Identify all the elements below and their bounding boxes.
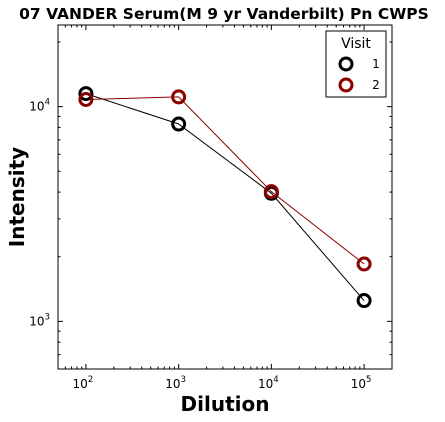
y-tick-labels: 103 104 (29, 98, 50, 329)
legend-label-2: 2 (372, 78, 380, 92)
legend: Visit 12 (325, 30, 387, 98)
data-point-series-1 (171, 116, 187, 132)
data-point-series-1 (356, 293, 372, 309)
data-point-series-2 (78, 91, 94, 107)
data-point-series-2 (171, 89, 187, 105)
x-tick-label: 104 (258, 375, 279, 391)
series-lines (85, 93, 365, 301)
series-line-2 (85, 96, 365, 265)
legend-label-1: 1 (372, 57, 380, 71)
x-tick-label: 103 (165, 375, 186, 391)
data-point-series-2 (356, 256, 372, 272)
y-tick-label: 104 (29, 98, 50, 114)
legend-box (325, 30, 387, 98)
data-point-series-2 (263, 184, 279, 200)
major-ticks (58, 25, 392, 369)
chart-title: 07 VANDER Serum(M 9 yr Vanderbilt) Pn CW… (19, 5, 429, 23)
legend-entries: 12 (338, 56, 380, 93)
minor-ticks (57, 25, 393, 370)
x-tick-label: 105 (351, 375, 372, 391)
x-tick-label: 102 (73, 375, 94, 391)
x-tick-labels: 102 103 104 105 (73, 375, 372, 391)
data-point-series-1 (78, 86, 94, 102)
series-points (78, 86, 372, 309)
legend-marker-2 (338, 77, 354, 93)
x-axis-label: Dilution (181, 392, 270, 416)
y-axis-label: Intensity (5, 147, 29, 247)
y-tick-label: 103 (29, 312, 50, 328)
legend-title: Visit (341, 36, 371, 52)
legend-marker-1 (338, 56, 354, 72)
series-line-1 (85, 93, 365, 301)
